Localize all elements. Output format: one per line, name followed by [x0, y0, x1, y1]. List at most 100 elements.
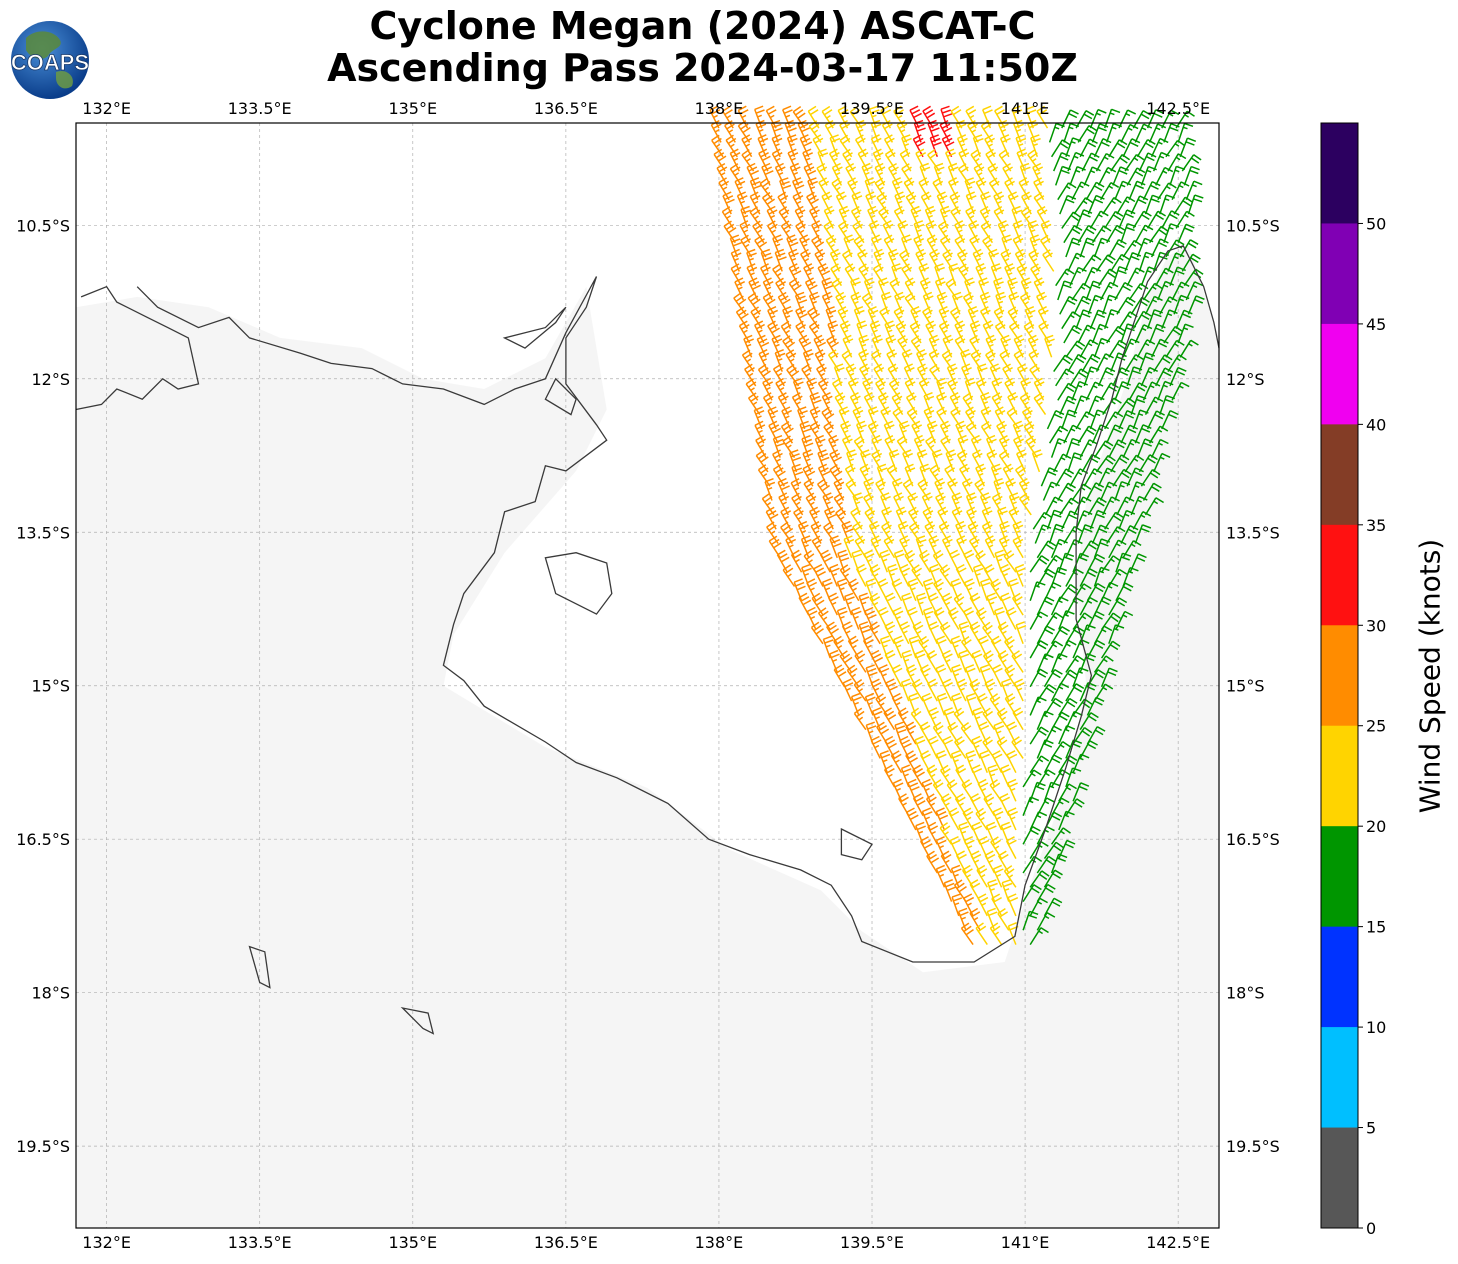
wind-barb — [1029, 870, 1050, 888]
wind-barb — [922, 506, 934, 530]
wind-barb — [1065, 683, 1085, 702]
wind-barb — [954, 220, 965, 244]
map-frame — [75, 122, 1220, 1229]
colorbar-segment — [1321, 424, 1358, 526]
wind-barb — [1073, 197, 1094, 215]
wind-barb — [1015, 134, 1027, 158]
colorbar-segment — [1321, 123, 1358, 224]
wind-barb — [908, 692, 920, 716]
wind-barb — [774, 348, 786, 372]
wind-barb — [747, 292, 761, 315]
wind-barb — [1095, 353, 1114, 372]
wind-barb — [1128, 282, 1149, 301]
wind-barb — [861, 162, 873, 186]
wind-barb — [1138, 251, 1155, 272]
gridlines — [76, 123, 1219, 1228]
wind-barb — [912, 621, 924, 645]
colorbar: 0 5 10 15 20 25 30 35 40 45 50 — [1320, 122, 1386, 1238]
wind-barb — [1161, 210, 1180, 229]
wind-barb — [915, 592, 927, 616]
wind-barb — [1079, 596, 1098, 616]
wind-barb — [844, 263, 857, 287]
wind-barb — [1000, 821, 1012, 845]
wind-barb — [1169, 266, 1186, 286]
wind-barb — [860, 449, 871, 473]
wind-barb — [1130, 394, 1147, 415]
wind-barb — [936, 291, 948, 315]
wind-barb — [1179, 137, 1197, 158]
wind-barb — [928, 535, 940, 559]
wind-barb — [806, 377, 818, 401]
wind-barb — [1173, 196, 1194, 215]
wind-barb — [961, 864, 974, 888]
wind-barb — [801, 363, 814, 387]
wind-barb — [878, 206, 892, 229]
wind-barb — [937, 220, 951, 244]
wind-barb — [995, 291, 1007, 315]
wind-barb — [983, 564, 996, 587]
wind-barb — [936, 406, 949, 430]
wind-barb — [979, 750, 990, 773]
wind-barb — [971, 649, 983, 673]
wind-barb — [1067, 353, 1087, 372]
colorbar-segment — [1321, 625, 1358, 727]
wind-barb — [902, 478, 916, 501]
wind-barb — [827, 592, 839, 616]
wind-barb — [888, 449, 900, 473]
wind-barb — [869, 592, 881, 616]
wind-barb — [1087, 294, 1104, 315]
lon-tick-label: 138°E — [695, 1233, 744, 1252]
wind-barb — [884, 735, 897, 759]
wind-barb — [779, 177, 792, 200]
wind-barb — [1011, 592, 1024, 616]
wind-barb — [879, 635, 891, 659]
wind-barb — [1110, 153, 1131, 172]
wind-barb — [926, 764, 938, 788]
wind-barb — [1093, 538, 1111, 559]
colorbar-segment — [1321, 826, 1358, 928]
wind-barb — [913, 119, 926, 143]
lon-labels-top: 132°E 133.5°E 135°E 136.5°E 138°E 139.5°E 141°… — [82, 99, 1210, 118]
wind-barb — [1011, 736, 1024, 759]
wind-barb — [1065, 798, 1085, 817]
wind-barb — [1136, 339, 1156, 358]
wind-barb — [897, 707, 910, 731]
wind-barb — [997, 850, 1010, 874]
wind-barb — [1065, 137, 1082, 158]
wind-barb — [961, 478, 973, 501]
wind-barb — [965, 105, 977, 129]
wind-barb — [782, 335, 796, 358]
wind-barb — [998, 148, 1012, 172]
wind-barb — [811, 535, 824, 559]
wind-barb — [963, 606, 974, 630]
wind-barb — [805, 492, 818, 516]
land-area — [76, 245, 1219, 1229]
wind-barb — [936, 191, 948, 215]
wind-barb — [900, 678, 912, 702]
wind-barb — [1108, 624, 1125, 645]
wind-barb — [880, 406, 892, 430]
wind-barb — [1022, 826, 1041, 845]
wind-barb — [1108, 238, 1127, 258]
wind-barb — [942, 678, 953, 702]
wind-barb — [994, 105, 1006, 129]
wind-barb — [1055, 268, 1075, 287]
wind-barb — [975, 377, 987, 401]
wind-barb — [984, 134, 996, 158]
wind-barb — [833, 478, 845, 501]
wind-barb — [808, 291, 820, 315]
wind-barb — [872, 148, 884, 172]
wind-barb — [1183, 268, 1204, 287]
wind-barb — [1150, 137, 1169, 158]
wind-barb — [729, 163, 743, 186]
wind-barb — [1012, 234, 1024, 258]
wind-barb — [884, 621, 896, 645]
wind-barb — [989, 363, 1001, 387]
wind-barb — [950, 635, 962, 659]
wind-barb — [1157, 182, 1177, 201]
wind-barb — [985, 349, 998, 373]
wind-barb — [813, 563, 826, 587]
wind-barb — [772, 434, 785, 458]
wind-barb — [746, 248, 757, 272]
wind-barb — [1011, 650, 1024, 673]
